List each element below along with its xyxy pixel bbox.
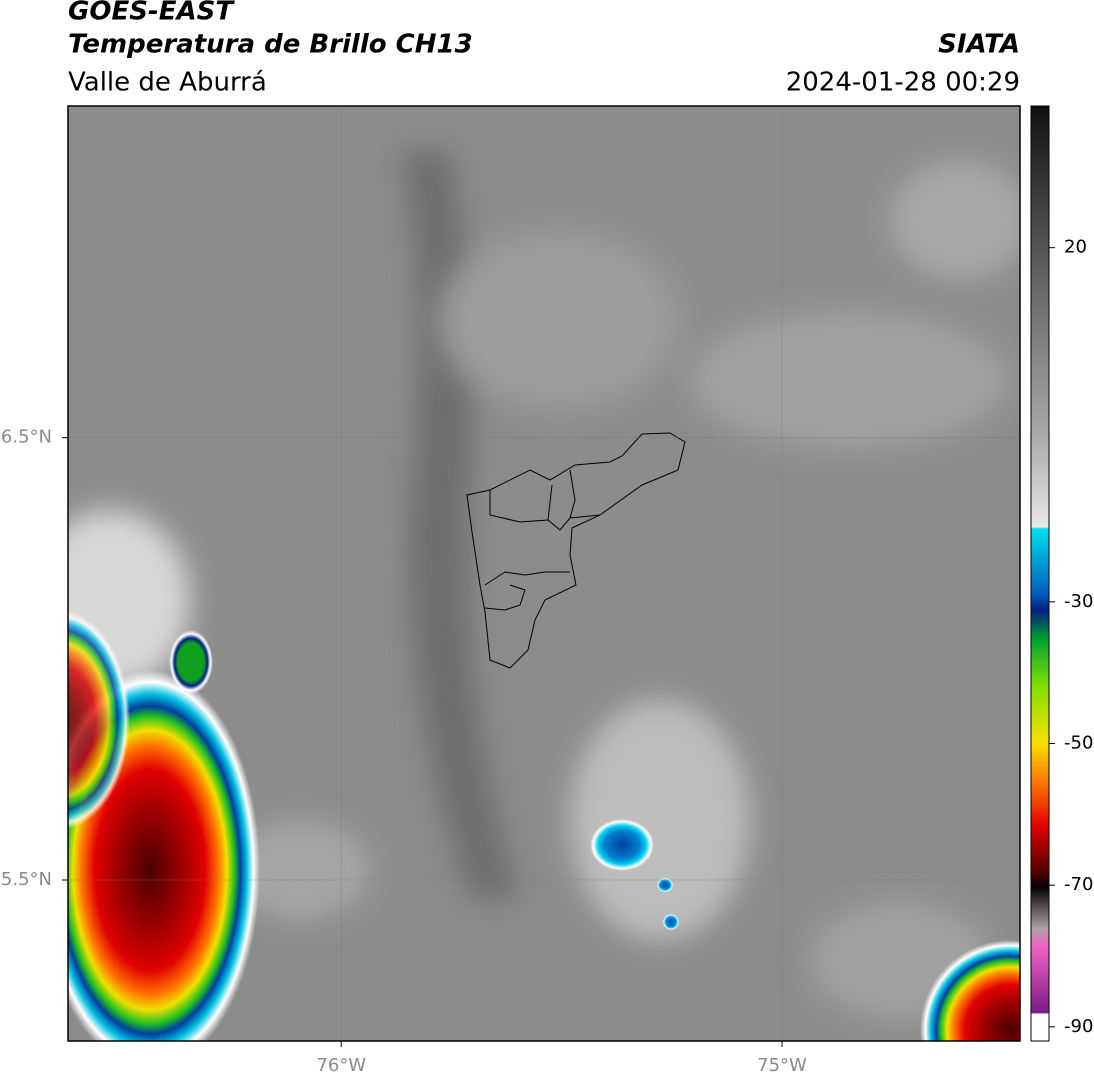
colorbar-tick-label: 20	[1064, 237, 1087, 258]
x-tick-label: 76°W	[316, 1055, 366, 1076]
x-tick-label: 75°W	[757, 1055, 807, 1076]
colorbar	[1030, 105, 1050, 1042]
title-line2: Temperatura de Brillo CH13	[68, 30, 473, 60]
timestamp: 2024-01-28 00:29	[786, 68, 1020, 98]
y-tick-label: 6.5°N	[1, 427, 52, 448]
title-line1: GOES-EAST	[68, 0, 235, 27]
region: Valle de Aburrá	[68, 68, 267, 98]
colorbar-tick-label: -90	[1064, 1016, 1093, 1037]
colorbar-tick-label: -30	[1064, 591, 1093, 612]
map-image	[68, 106, 1020, 1041]
map-frame	[67, 105, 1021, 1042]
agency: SIATA	[938, 30, 1020, 60]
colorbar-tick-label: -70	[1064, 874, 1093, 895]
y-tick-label: 5.5°N	[1, 869, 52, 890]
colorbar-tick-label: -50	[1064, 733, 1093, 754]
